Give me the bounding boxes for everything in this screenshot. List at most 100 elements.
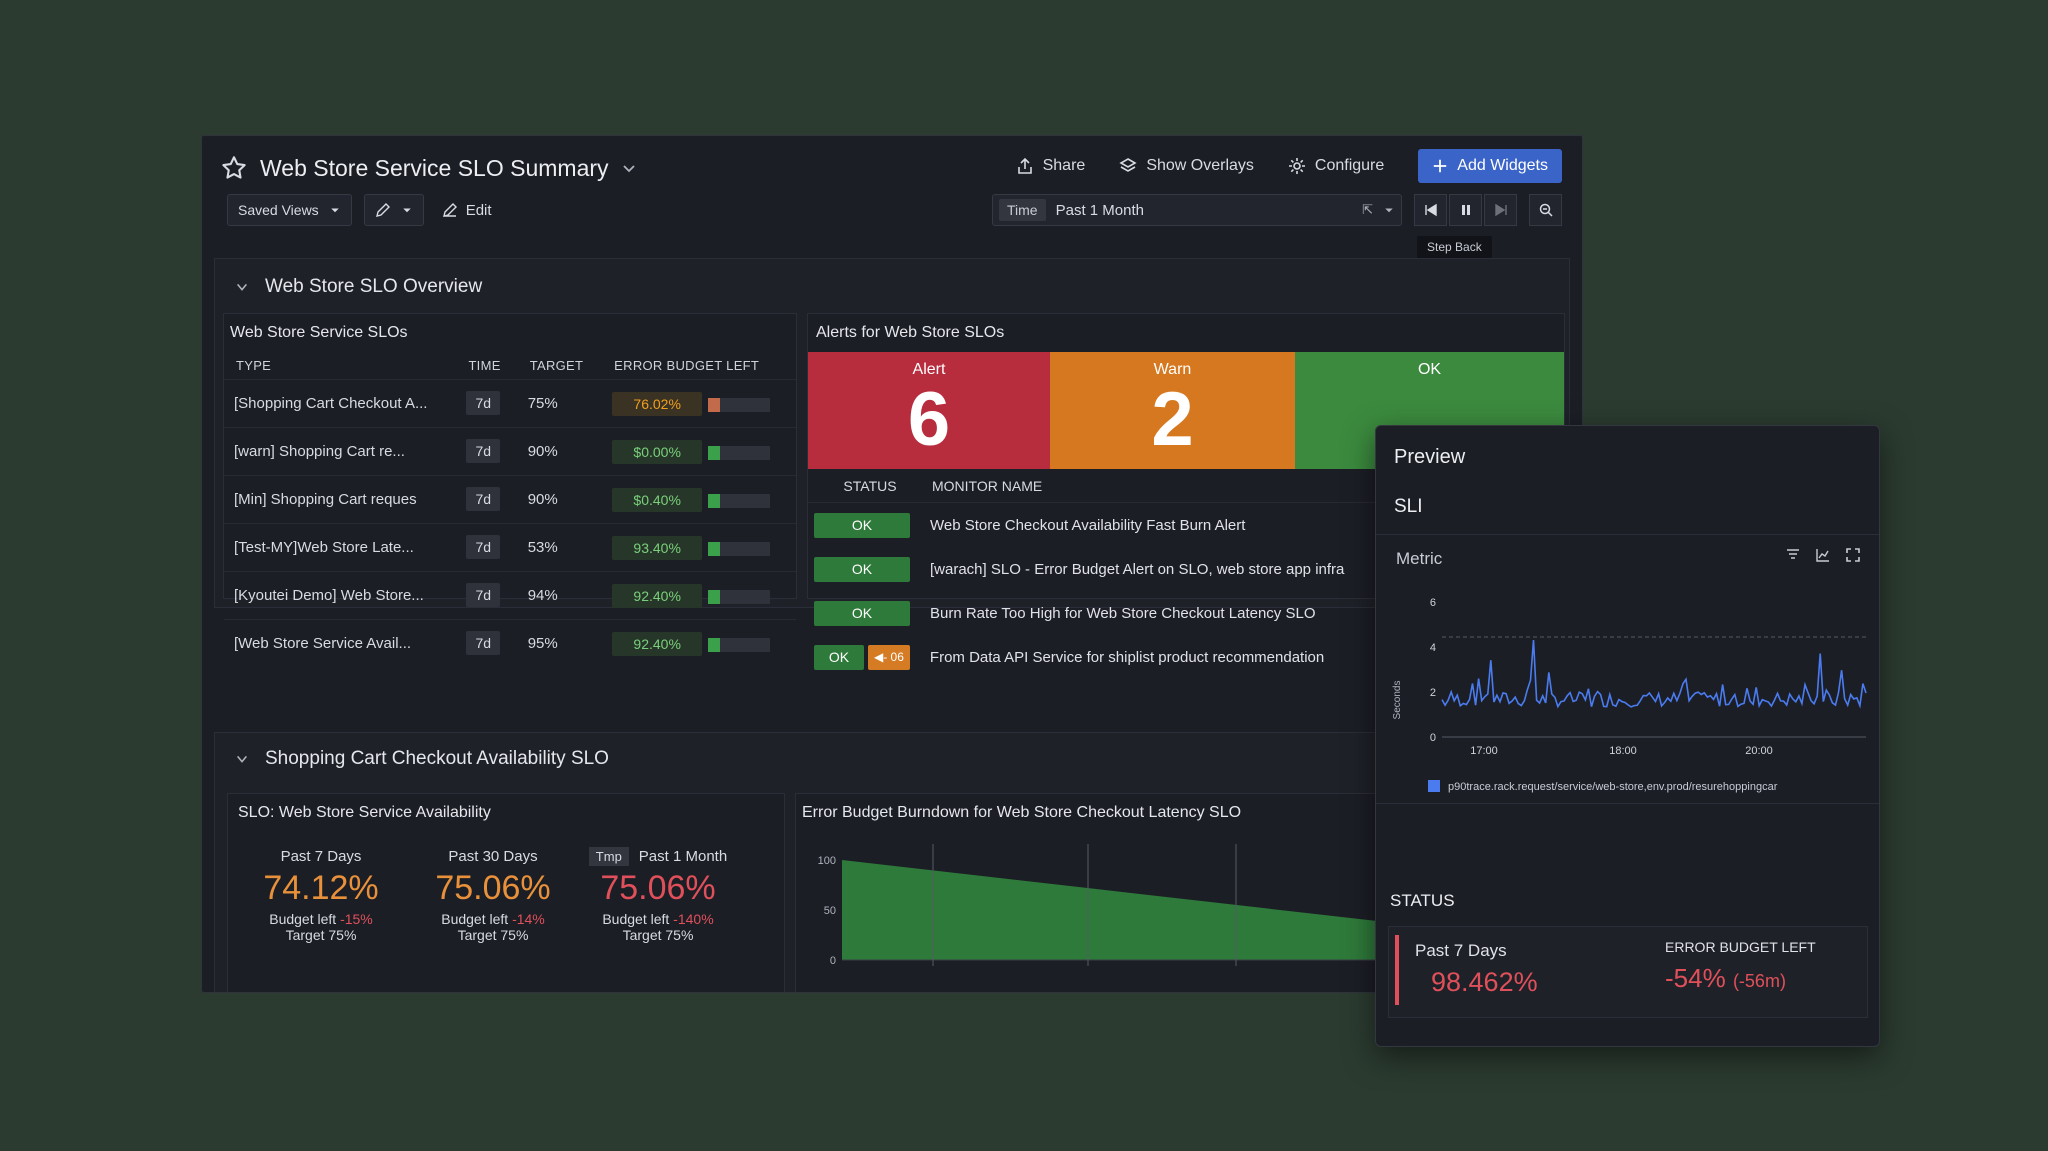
pencil-icon xyxy=(375,203,390,217)
col-budget[interactable]: ERROR BUDGET LEFT xyxy=(614,358,760,373)
col-target[interactable]: TARGET xyxy=(529,358,584,373)
stat-budget-label: Budget left xyxy=(269,911,341,927)
burndown-ytick: 50 xyxy=(824,905,836,917)
col-time[interactable]: TIME xyxy=(468,358,501,373)
legend-label[interactable]: p90trace.rack.request/service/web-store,… xyxy=(1448,781,1778,793)
monitor-row[interactable]: OK [warach] SLO - Error Budget Alert on S… xyxy=(808,547,1564,591)
monitor-name[interactable]: Burn Rate Too High for Web Store Checkou… xyxy=(930,604,1316,622)
slo-target: 94% xyxy=(517,571,603,620)
slo-type[interactable]: [Test-MY]Web Store Late... xyxy=(224,523,457,572)
slo-time-cell: 7d xyxy=(456,619,518,668)
step-forward-icon xyxy=(1494,203,1507,217)
slo-time: 7d xyxy=(466,631,501,656)
x-tick: 18:00 xyxy=(1609,745,1637,757)
checkout-group-header[interactable]: Shopping Cart Checkout Availability SLO xyxy=(215,733,1569,785)
ebl-value-row: -54% (-56m) xyxy=(1665,963,1786,994)
show-overlays-button[interactable]: Show Overlays xyxy=(1119,157,1254,175)
alert-tile-count: 6 xyxy=(907,377,951,462)
preview-title: Preview xyxy=(1394,446,1466,468)
step-forward-button[interactable] xyxy=(1484,194,1517,226)
checkout-group: Shopping Cart Checkout Availability SLO … xyxy=(214,732,1582,992)
slo-type[interactable]: [Shopping Cart Checkout A... xyxy=(224,379,457,428)
time-picker[interactable]: Time Past 1 Month ⇱ xyxy=(992,194,1402,226)
monitor-warn-badge: ◀- 06 xyxy=(868,644,910,670)
slo-time: 7d xyxy=(466,439,501,463)
slo-table: TYPE TIME TARGET ERROR BUDGET LEFT [Shop… xyxy=(224,352,796,668)
slo-time-cell: 7d xyxy=(456,475,518,524)
metric-toolbar xyxy=(1785,547,1861,563)
slo-row[interactable]: [Web Store Service Avail... 7d 95% 92.40% xyxy=(224,619,796,668)
monitor-name[interactable]: From Data API Service for shiplist produ… xyxy=(929,648,1325,666)
slo-budget: $0.00% xyxy=(612,439,703,464)
title-row: Web Store Service SLO Summary xyxy=(220,148,637,188)
slo-type[interactable]: [warn] Shopping Cart re... xyxy=(224,427,457,476)
edit-label: Edit xyxy=(465,201,492,219)
slo-time-cell: 7d xyxy=(456,571,518,620)
chevron-down-icon xyxy=(402,208,411,213)
zoom-button[interactable] xyxy=(1529,194,1562,226)
slo-target: 53% xyxy=(517,523,603,572)
col-monitor-name[interactable]: MONITOR NAME xyxy=(932,477,1043,494)
chart-icon[interactable] xyxy=(1815,547,1831,563)
add-widgets-button[interactable]: Add Widgets xyxy=(1418,149,1562,183)
slo-row[interactable]: [Min] Shopping Cart reques 7d 90% $0.40% xyxy=(224,475,796,524)
y-axis-label: Seconds xyxy=(1392,681,1403,720)
monitor-header: STATUS MONITOR NAME xyxy=(808,469,1564,503)
slo-budget-bar xyxy=(708,397,771,412)
monitor-status-badge: OK xyxy=(814,556,910,582)
slo-type[interactable]: [Kyoutei Demo] Web Store... xyxy=(224,571,457,620)
configure-button[interactable]: Configure xyxy=(1288,157,1384,175)
slo-row[interactable]: [warn] Shopping Cart re... 7d 90% $0.00% xyxy=(224,427,796,476)
col-status[interactable]: STATUS xyxy=(843,477,897,494)
monitor-name[interactable]: Web Store Checkout Availability Fast Bur… xyxy=(930,516,1246,534)
star-icon[interactable] xyxy=(220,154,248,182)
time-value: Past 1 Month xyxy=(1055,201,1144,219)
preview-panel: Preview SLI Metric Seconds 6 4 2 0 17:00… xyxy=(1375,425,1880,1047)
monitor-name[interactable]: [warach] SLO - Error Budget Alert on SLO… xyxy=(930,560,1345,578)
metric-title: Metric xyxy=(1396,549,1443,568)
stat-target: Target 75% xyxy=(285,927,357,943)
step-back-button[interactable] xyxy=(1414,194,1447,226)
ebl-value: -54% xyxy=(1665,963,1726,993)
alert-tile[interactable]: Alert 6 xyxy=(808,352,1050,469)
slo-budget-cell: 93.40% xyxy=(602,523,796,572)
chevron-down-icon[interactable] xyxy=(621,160,637,176)
filter-icon[interactable] xyxy=(1785,547,1801,563)
expand-icon[interactable] xyxy=(1845,547,1861,563)
slo-list-title: Web Store Service SLOs xyxy=(230,324,408,341)
monitor-status-badge: OK xyxy=(814,644,864,670)
slo-budget: 76.02% xyxy=(612,391,703,416)
plus-icon xyxy=(1434,159,1447,173)
share-button[interactable]: Share xyxy=(1016,157,1085,175)
monitor-row[interactable]: OK Web Store Checkout Availability Fast B… xyxy=(808,503,1564,547)
dashboard-window: Web Store Service SLO Summary Share Show… xyxy=(201,135,1583,993)
dashboard-header: Web Store Service SLO Summary Share Show… xyxy=(202,136,1582,258)
saved-views-dropdown[interactable]: Saved Views xyxy=(227,194,352,226)
slo-row[interactable]: [Test-MY]Web Store Late... 7d 53% 93.40% xyxy=(224,523,796,572)
overview-group-header[interactable]: Web Store SLO Overview xyxy=(215,259,1569,315)
col-type[interactable]: TYPE xyxy=(236,358,272,373)
slo-type[interactable]: [Web Store Service Avail... xyxy=(224,619,457,668)
stat-period-row: Past 7 Days xyxy=(246,848,396,865)
slo-budget-cell: 92.40% xyxy=(602,619,796,668)
add-widgets-label: Add Widgets xyxy=(1457,157,1548,174)
stat-period: Past 1 Month xyxy=(638,848,728,865)
slo-type[interactable]: [Min] Shopping Cart reques xyxy=(224,475,457,524)
monitor-row[interactable]: OK Burn Rate Too High for Web Store Check… xyxy=(808,591,1564,635)
monitor-row[interactable]: OK ◀- 06 From Data API Service for shiplis… xyxy=(808,635,1564,679)
alerts-title: Alerts for Web Store SLOs xyxy=(816,324,1005,341)
pencil-menu[interactable] xyxy=(363,194,424,226)
slo-row[interactable]: [Kyoutei Demo] Web Store... 7d 94% 92.40% xyxy=(224,571,796,620)
monitor-status-badge: OK xyxy=(814,600,910,626)
edit-button[interactable]: Edit xyxy=(436,202,498,219)
slo-target: 75% xyxy=(517,379,603,428)
warn-tile-label: Warn xyxy=(1153,361,1192,378)
slo-row[interactable]: [Shopping Cart Checkout A... 7d 75% 76.02% xyxy=(224,379,796,428)
warn-tile[interactable]: Warn 2 xyxy=(1050,352,1295,469)
slo-budget: $0.40% xyxy=(612,487,703,512)
pause-button[interactable] xyxy=(1449,194,1482,226)
slo-budget-fill xyxy=(708,397,721,412)
stat-budget: -15% xyxy=(340,911,373,927)
overview-group: Web Store SLO Overview Web Store Service… xyxy=(214,258,1570,670)
stat-target: Target 75% xyxy=(622,927,694,943)
